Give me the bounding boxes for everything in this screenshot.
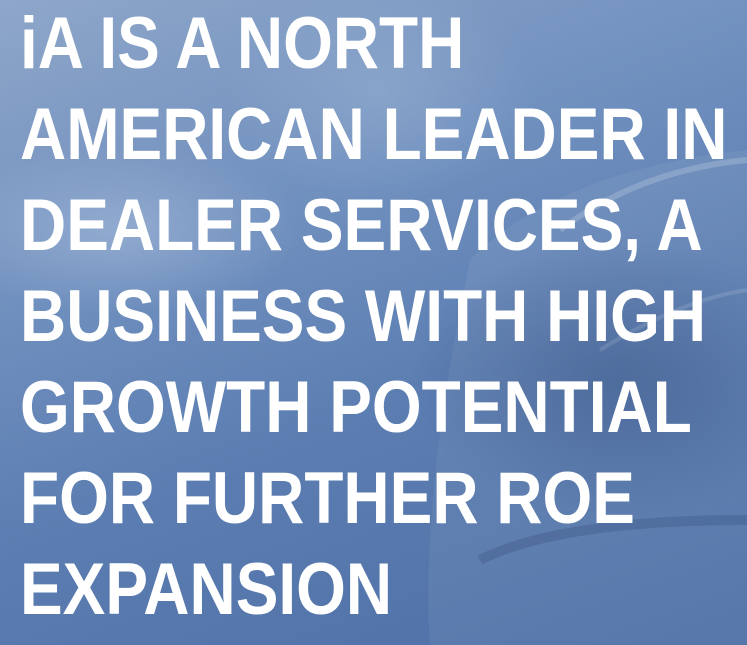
headline-line: iA IS A NORTH bbox=[20, 2, 464, 84]
headline-line: AMERICAN LEADER IN bbox=[20, 93, 727, 175]
headline-line: BUSINESS WITH HIGH bbox=[20, 275, 706, 357]
headline-line: GROWTH POTENTIAL bbox=[20, 366, 692, 448]
headline-line: DEALER SERVICES, A bbox=[20, 184, 703, 266]
slide: iA IS A NORTH AMERICAN LEADER IN DEALER SE… bbox=[0, 0, 747, 645]
headline: iA IS A NORTH AMERICAN LEADER IN DEALER SE… bbox=[0, 0, 747, 645]
headline-line: FOR FURTHER ROE bbox=[20, 457, 635, 539]
headline-line: EXPANSION bbox=[20, 548, 392, 630]
